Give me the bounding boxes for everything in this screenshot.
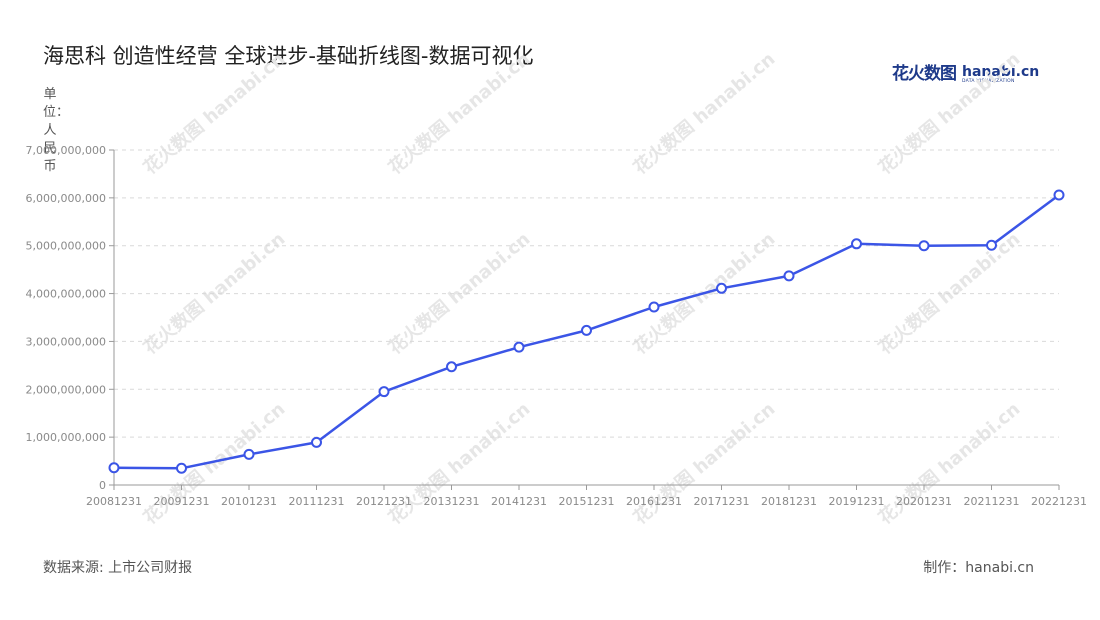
y-tick-label: 1,000,000,000 [26,431,106,444]
data-point[interactable] [378,386,390,398]
data-point[interactable] [851,238,862,250]
data-point[interactable] [446,361,457,373]
data-point[interactable] [648,301,660,313]
x-tick-label: 20211231 [964,495,1020,508]
data-point[interactable] [1053,189,1065,201]
watermark-text: 花火数图 hanabi.cn [874,398,1024,529]
data-point[interactable] [176,462,187,474]
brand-logo-en-block: hanabi.cn DATA VISUALIZATION [962,65,1039,85]
x-tick-label: 20221231 [1031,495,1087,508]
brand-logo-cn: 花火数图 [892,64,957,84]
x-tick-label: 20101231 [221,495,277,508]
series-layer [108,189,1065,474]
data-point[interactable] [986,239,997,251]
x-tick-label: 20091231 [154,495,210,508]
watermark-text: 花火数图 hanabi.cn [384,48,534,179]
data-point[interactable] [513,341,525,353]
watermark-text: 花火数图 hanabi.cn [384,398,534,529]
x-tick-label: 20201231 [896,495,952,508]
data-point[interactable] [918,240,930,252]
y-tick-label: 2,000,000,000 [26,383,106,396]
watermark-text: 花火数图 hanabi.cn [874,48,1024,179]
x-tick-label: 20151231 [559,495,615,508]
data-point[interactable] [108,462,120,474]
data-point[interactable] [243,448,255,460]
credit: 制作：hanabi.cn [923,560,1034,576]
watermark-text: 花火数图 hanabi.cn [629,398,779,529]
x-tick-label: 20141231 [491,495,547,508]
brand-logo-sub: DATA VISUALIZATION [962,78,1015,84]
x-tick-label: 20111231 [289,495,345,508]
x-tick-label: 20131231 [424,495,480,508]
chart-title: 海思科 创造性经营 全球进步-基础折线图-数据可视化 [43,44,534,68]
x-tick-label: 20161231 [626,495,682,508]
grid-layer [114,149,1059,438]
x-tick-label: 20081231 [86,495,142,508]
brand-logo-en: hanabi.cn [962,63,1040,80]
data-point[interactable] [581,324,592,336]
watermark-text: 花火数图 hanabi.cn [139,398,289,529]
y-tick-label: 3,000,000,000 [26,335,106,348]
y-tick-label: 6,000,000,000 [26,192,106,205]
data-point[interactable] [311,436,322,448]
x-tick-label: 20171231 [694,495,750,508]
y-tick-label: 4,000,000,000 [26,288,106,301]
x-tick-label: 20191231 [829,495,885,508]
axis-layer: 0 1,000,000,000 2,000,000,000 3,000,000,000… [26,144,1087,508]
x-tick-label: 20121231 [356,495,412,508]
data-point[interactable] [716,282,727,294]
y-tick-label: 7,000,000,000 [26,144,106,157]
watermark-layer: 花火数图 hanabi.cn 花火数图 hanabi.cn 花火数图 hanabi.… [139,48,1024,529]
y-tick-label: 5,000,000,000 [26,240,106,253]
x-tick-label: 20181231 [761,495,817,508]
watermark-text: 花火数图 hanabi.cn [629,48,779,179]
y-tick-label: 0 [99,479,106,492]
watermark-text: 花火数图 hanabi.cn [139,48,289,179]
data-point[interactable] [783,270,795,282]
data-source: 数据来源: 上市公司财报 [43,560,193,576]
brand-logo: 花火数图 hanabi.cn DATA VISUALIZATION [892,60,1039,84]
